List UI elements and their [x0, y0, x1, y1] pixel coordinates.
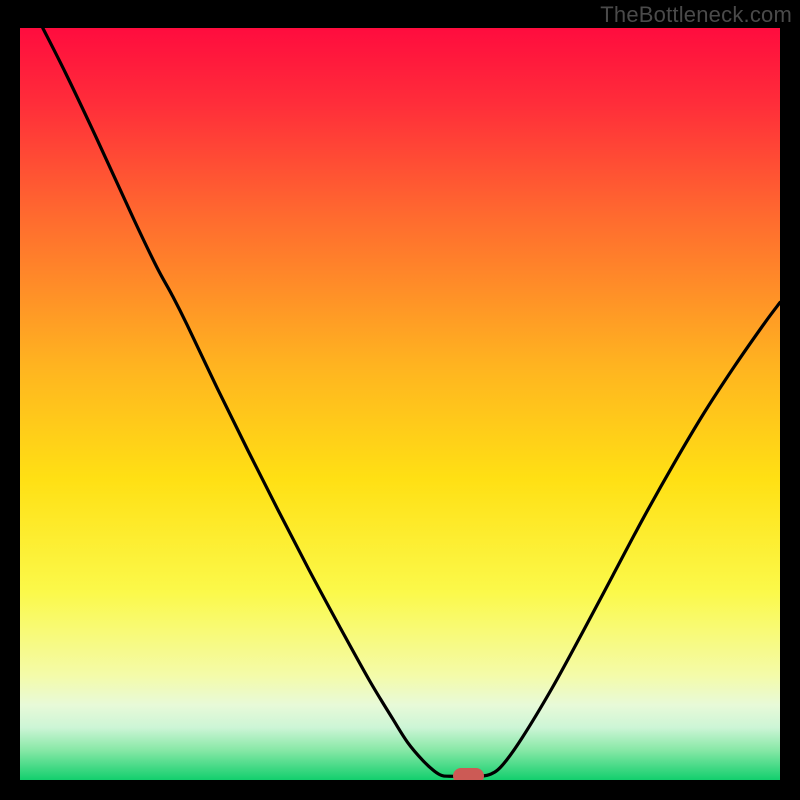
minimum-marker: [453, 768, 483, 780]
plot-svg: [20, 28, 780, 780]
watermark-text: TheBottleneck.com: [600, 2, 792, 28]
chart-frame: TheBottleneck.com: [0, 0, 800, 800]
gradient-background: [20, 28, 780, 780]
plot-area: [20, 28, 780, 780]
